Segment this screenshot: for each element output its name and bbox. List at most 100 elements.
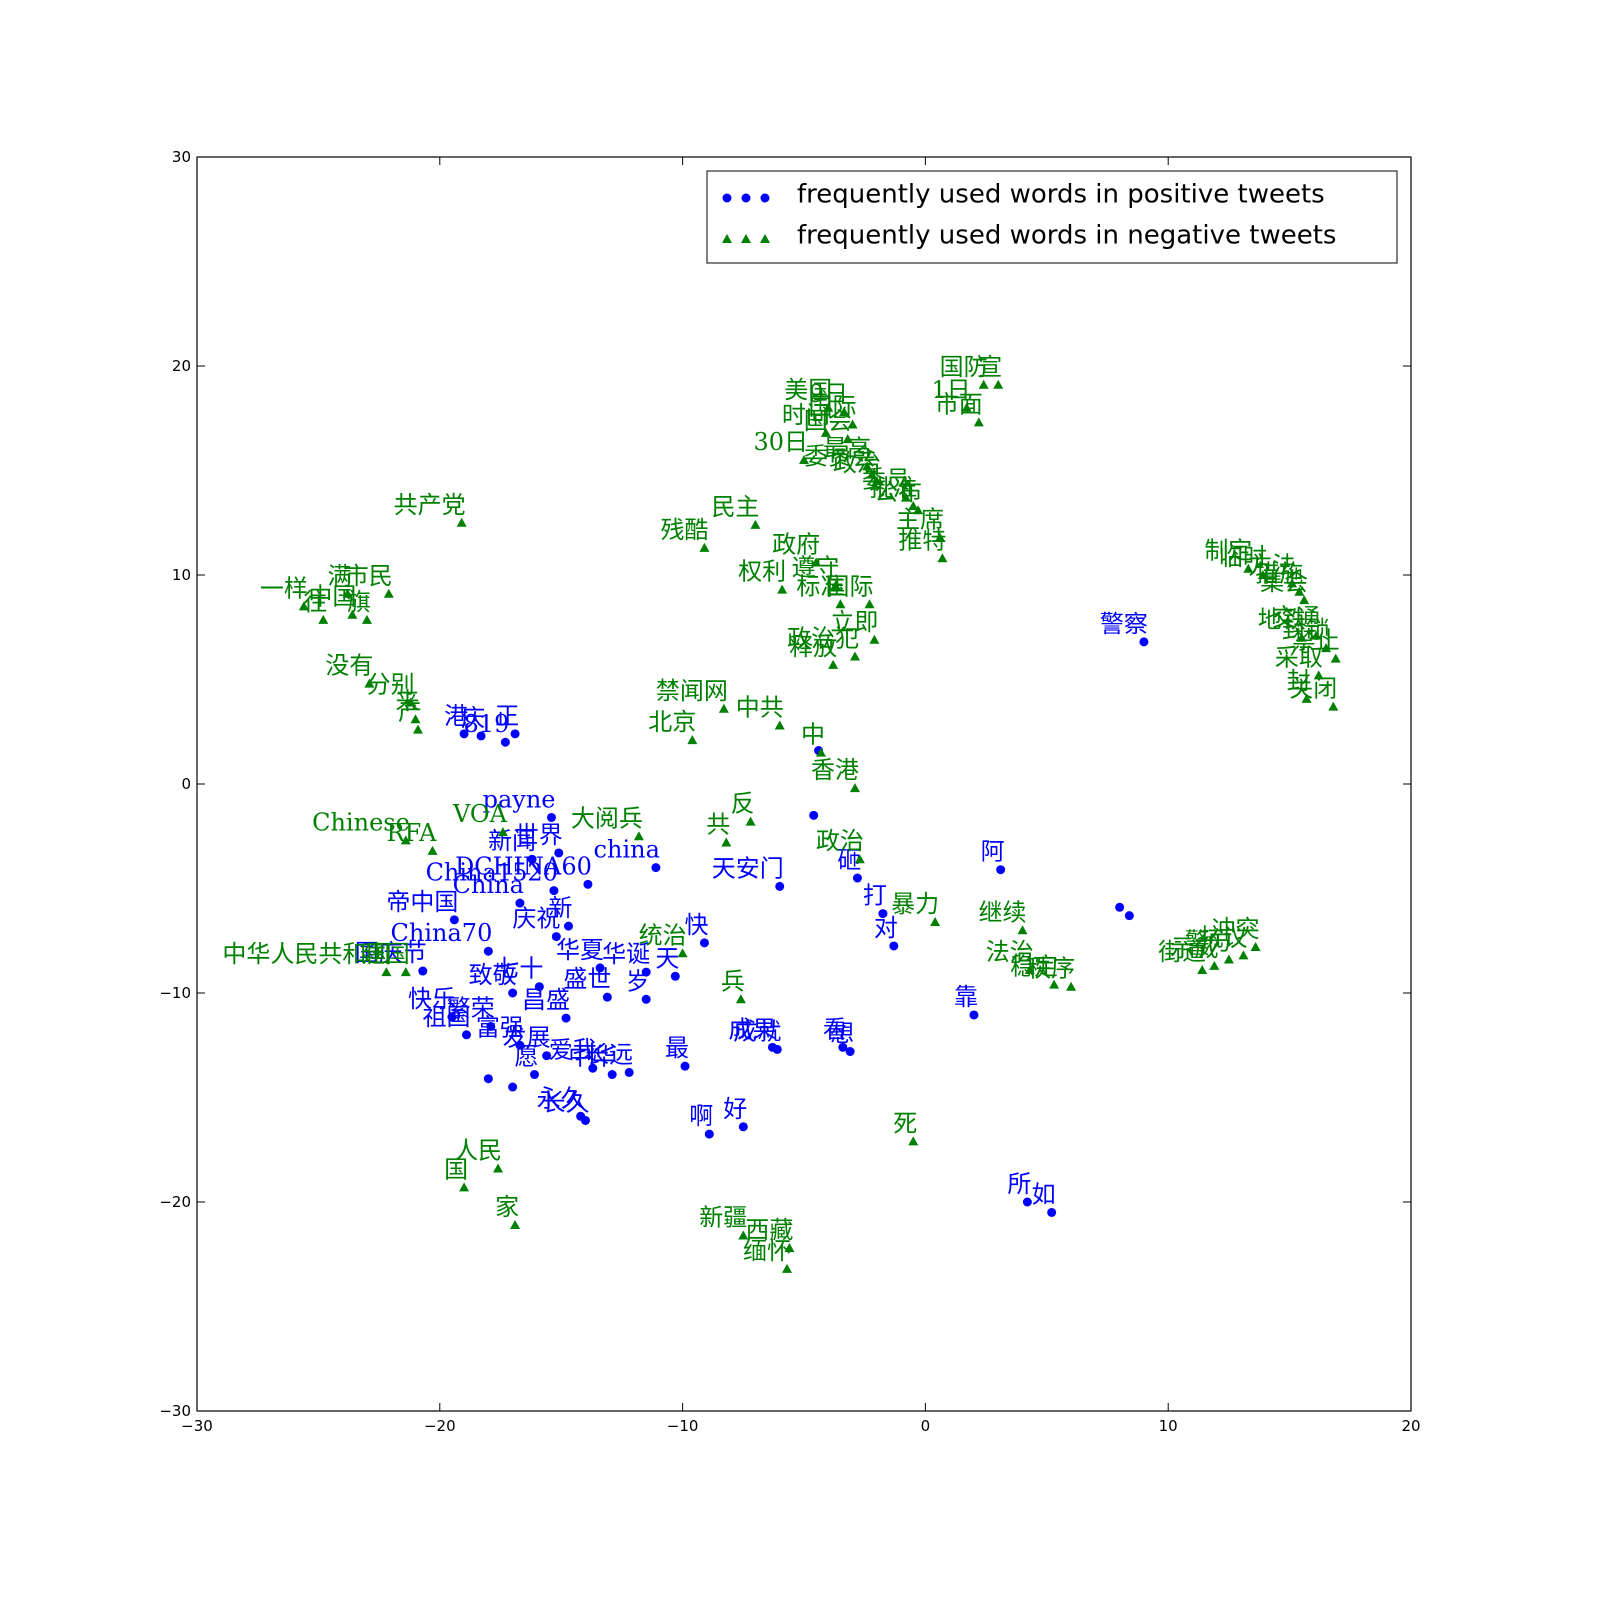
- point-label: 天: [655, 944, 679, 972]
- data-point: [735, 994, 746, 1004]
- point-label: 委员会: [804, 443, 876, 471]
- data-point: [1287, 578, 1298, 588]
- data-point: [1017, 925, 1028, 935]
- data-point: [704, 1129, 714, 1139]
- data-point: [500, 737, 510, 747]
- data-point: [318, 614, 329, 624]
- data-point: [449, 915, 459, 925]
- x-tick-label: 10: [1159, 1417, 1178, 1435]
- data-point: [510, 1219, 521, 1229]
- point-label: 地铁: [1258, 606, 1306, 634]
- data-point: [838, 1042, 848, 1052]
- point-label: 政治: [816, 827, 864, 855]
- data-point: [529, 1070, 539, 1080]
- point-label: 示威: [1170, 934, 1218, 962]
- data-point: [908, 501, 919, 511]
- data-point: [852, 873, 862, 883]
- data-point: [774, 720, 785, 730]
- data-point: [364, 678, 375, 688]
- data-point: [973, 417, 984, 427]
- legend-marker: [760, 234, 770, 243]
- point-label: 方法: [1248, 551, 1296, 579]
- legend-box: [706, 170, 1398, 264]
- point-label: 分别: [367, 670, 415, 698]
- point-label: 致敬: [469, 961, 517, 989]
- point-label: 靠: [954, 983, 978, 1011]
- data-point: [908, 1136, 919, 1146]
- point-label: 缅怀: [743, 1237, 791, 1265]
- point-label: 封: [1287, 667, 1311, 695]
- data-point: [588, 1063, 598, 1073]
- data-point: [483, 946, 493, 956]
- data-point: [1294, 586, 1305, 596]
- point-label: 香港: [811, 756, 859, 784]
- point-label: 冲突: [1212, 915, 1260, 943]
- data-point: [811, 557, 822, 567]
- data-point: [462, 1030, 472, 1040]
- point-label: 天安门: [712, 854, 784, 882]
- data-point: [1115, 902, 1125, 912]
- data-point: [542, 1051, 552, 1061]
- data-point: [913, 505, 924, 515]
- legend-marker: [741, 193, 751, 203]
- data-point: [361, 614, 372, 624]
- data-point: [784, 1242, 795, 1252]
- point-label: 中: [801, 721, 825, 749]
- data-point: [687, 735, 698, 745]
- data-point: [889, 941, 899, 951]
- point-label: 世界: [515, 821, 563, 849]
- data-point: [849, 783, 860, 793]
- data-point: [549, 886, 559, 896]
- data-point: [823, 402, 834, 412]
- data-point: [1223, 954, 1234, 964]
- data-point: [1197, 965, 1208, 975]
- data-point: [1328, 701, 1339, 711]
- point-label: 打: [863, 882, 887, 910]
- x-tick-label: −20: [424, 1417, 456, 1435]
- data-point: [900, 492, 911, 502]
- point-label: 暴力: [891, 890, 939, 918]
- point-label: 国防: [940, 353, 988, 381]
- point-label: 时间: [782, 401, 830, 429]
- data-point: [546, 812, 556, 822]
- data-point: [624, 1067, 634, 1077]
- point-label: China1520: [426, 859, 558, 887]
- data-point: [1313, 670, 1324, 680]
- point-label: 永久: [537, 1084, 585, 1112]
- point-label: 死: [893, 1109, 917, 1137]
- point-label: 封锁: [1282, 616, 1330, 644]
- data-point: [718, 703, 729, 713]
- data-point: [1238, 950, 1249, 960]
- data-point: [809, 810, 819, 820]
- data-point: [815, 747, 826, 757]
- data-point: [996, 865, 1006, 875]
- point-label: 西藏: [745, 1216, 793, 1244]
- x-tick-label: 0: [921, 1417, 931, 1435]
- point-label: 长远: [585, 1040, 633, 1068]
- data-point: [508, 988, 518, 998]
- point-label: 共产党: [394, 491, 466, 519]
- data-point: [835, 599, 846, 609]
- data-point: [1250, 942, 1261, 952]
- data-point: [699, 938, 709, 948]
- data-point: [1022, 1197, 1032, 1207]
- data-point: [830, 580, 841, 590]
- point-label: China: [453, 871, 524, 899]
- point-label: 民主: [711, 493, 759, 521]
- point-label: 美国: [784, 376, 832, 404]
- legend-marker: [722, 234, 732, 243]
- point-label: 成就: [733, 1017, 781, 1045]
- data-point: [782, 1263, 793, 1273]
- point-label: 政府: [772, 530, 820, 558]
- data-point: [447, 1012, 457, 1022]
- data-point: [878, 909, 888, 919]
- data-point: [799, 455, 809, 465]
- point-label: 庆祝: [512, 905, 560, 933]
- point-label: 港: [444, 702, 468, 730]
- point-label: 采取: [1275, 643, 1323, 671]
- data-point: [347, 609, 358, 619]
- data-point: [641, 994, 651, 1004]
- data-point: [383, 588, 394, 598]
- data-point: [486, 1021, 496, 1031]
